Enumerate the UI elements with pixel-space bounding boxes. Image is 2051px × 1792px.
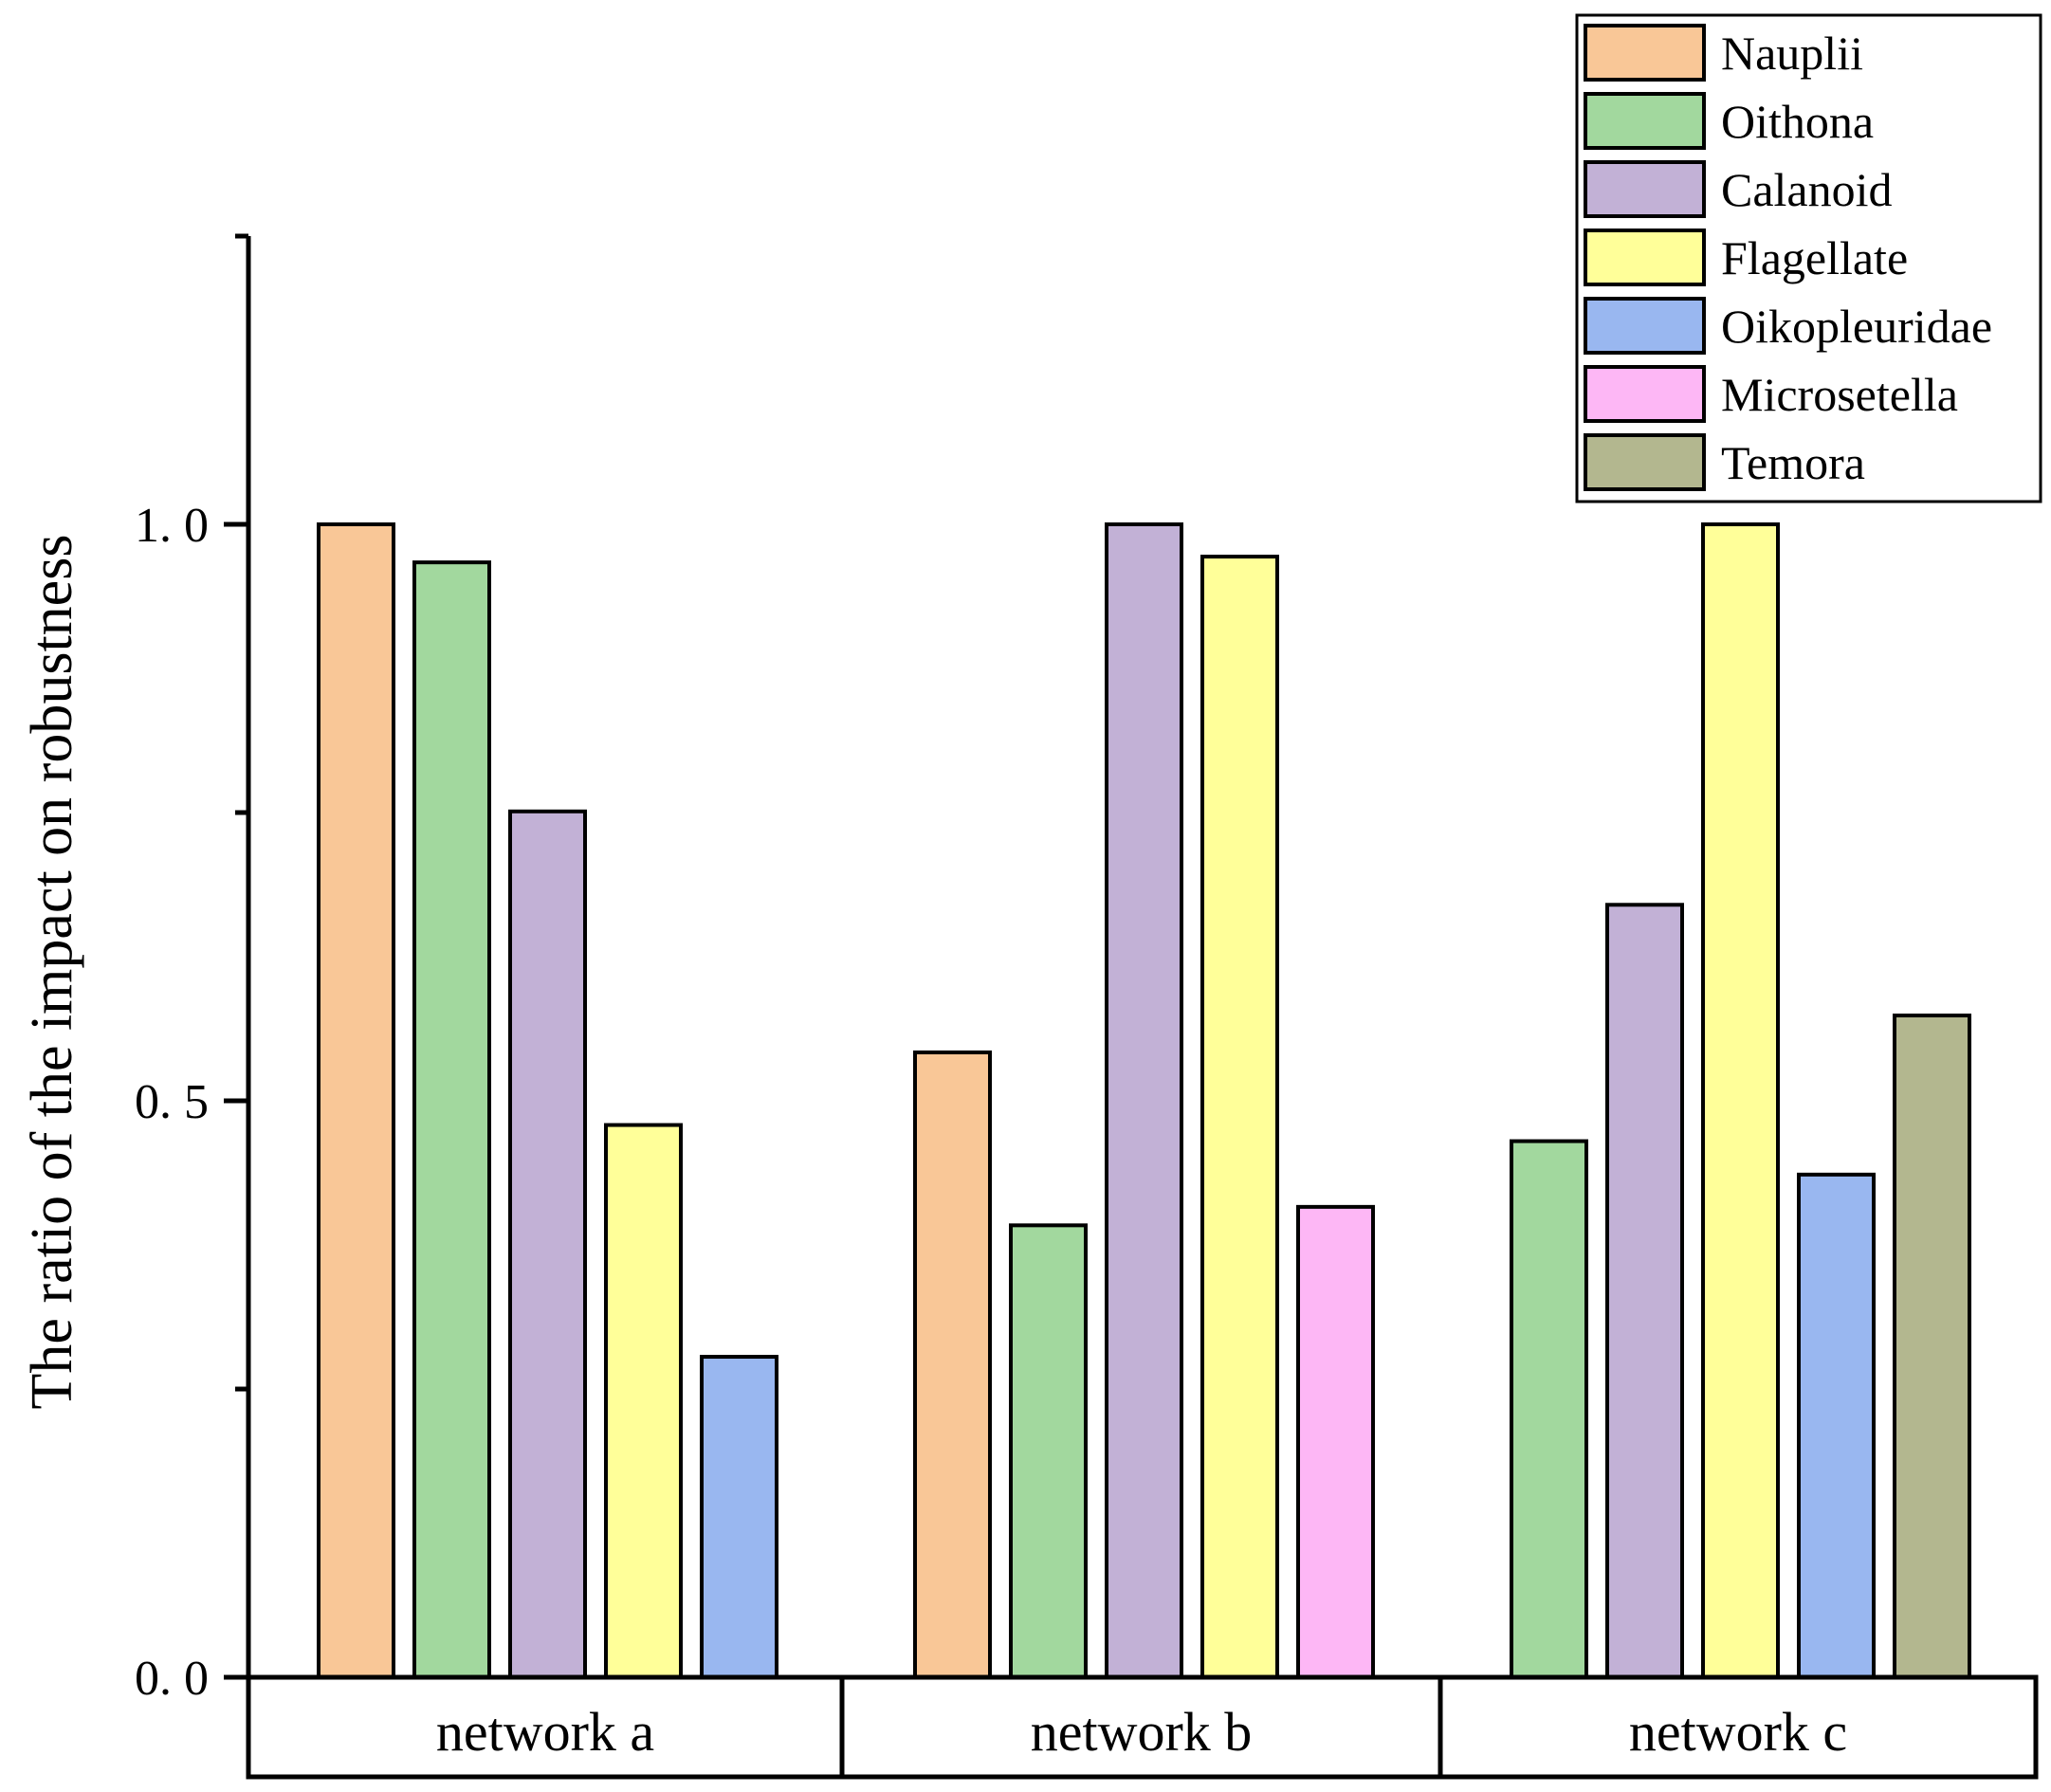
bar-calanoid-network-c [1605,903,1684,1679]
bar-oithona-network-c [1510,1139,1588,1680]
legend-swatch [1584,92,1706,150]
bar-calanoid-network-a [508,809,587,1679]
legend-label: Oithona [1721,95,1874,148]
bar-oikopleuridae-network-c [1797,1172,1876,1679]
legend: Nauplii Oithona Calanoid Flagellate Oikopleu… [1575,13,2042,503]
legend-label: Flagellate [1721,231,1908,284]
category-axis-box [246,1674,2039,1780]
bar-temora-network-c [1893,1014,1971,1679]
bar-flagellate-network-b [1200,555,1279,1679]
bar-oithona-network-a [412,560,491,1679]
y-tick-label: 0. 5 [135,1075,209,1129]
bar-microsetella-network-b [1296,1204,1375,1679]
bar-calanoid-network-b [1105,522,1183,1679]
bar-flagellate-network-a [604,1123,683,1679]
legend-label: Calanoid [1721,163,1893,216]
y-axis-title: The ratio of the impact on robustness [20,535,84,1410]
bar-flagellate-network-c [1701,522,1780,1679]
legend-swatch [1584,433,1706,491]
y-tick-label: 0. 0 [135,1652,209,1706]
y-axis: 0. 0 0. 5 1. 0 [135,233,251,1706]
bars [317,522,1971,1680]
legend-swatch [1584,160,1706,218]
x-tick-label: network b [1031,1701,1253,1763]
legend-label: Microsetella [1721,368,1958,421]
bar-nauplii-network-a [317,522,395,1679]
x-tick-label: network a [436,1701,654,1763]
x-tick-label: network c [1629,1701,1847,1763]
legend-swatch [1584,297,1706,355]
legend-swatch [1584,365,1706,423]
y-tick-label: 1. 0 [135,499,209,553]
legend-label: Nauplii [1721,27,1863,80]
bar-nauplii-network-b [913,1050,992,1679]
bar-oithona-network-b [1009,1223,1088,1679]
category-axis: network a network b network c [246,1674,2039,1780]
bar-oikopleuridae-network-a [700,1354,778,1680]
legend-label: Oikopleuridae [1721,300,1992,353]
legend-label: Temora [1721,436,1865,489]
legend-swatch [1584,24,1706,82]
legend-swatch [1584,229,1706,286]
